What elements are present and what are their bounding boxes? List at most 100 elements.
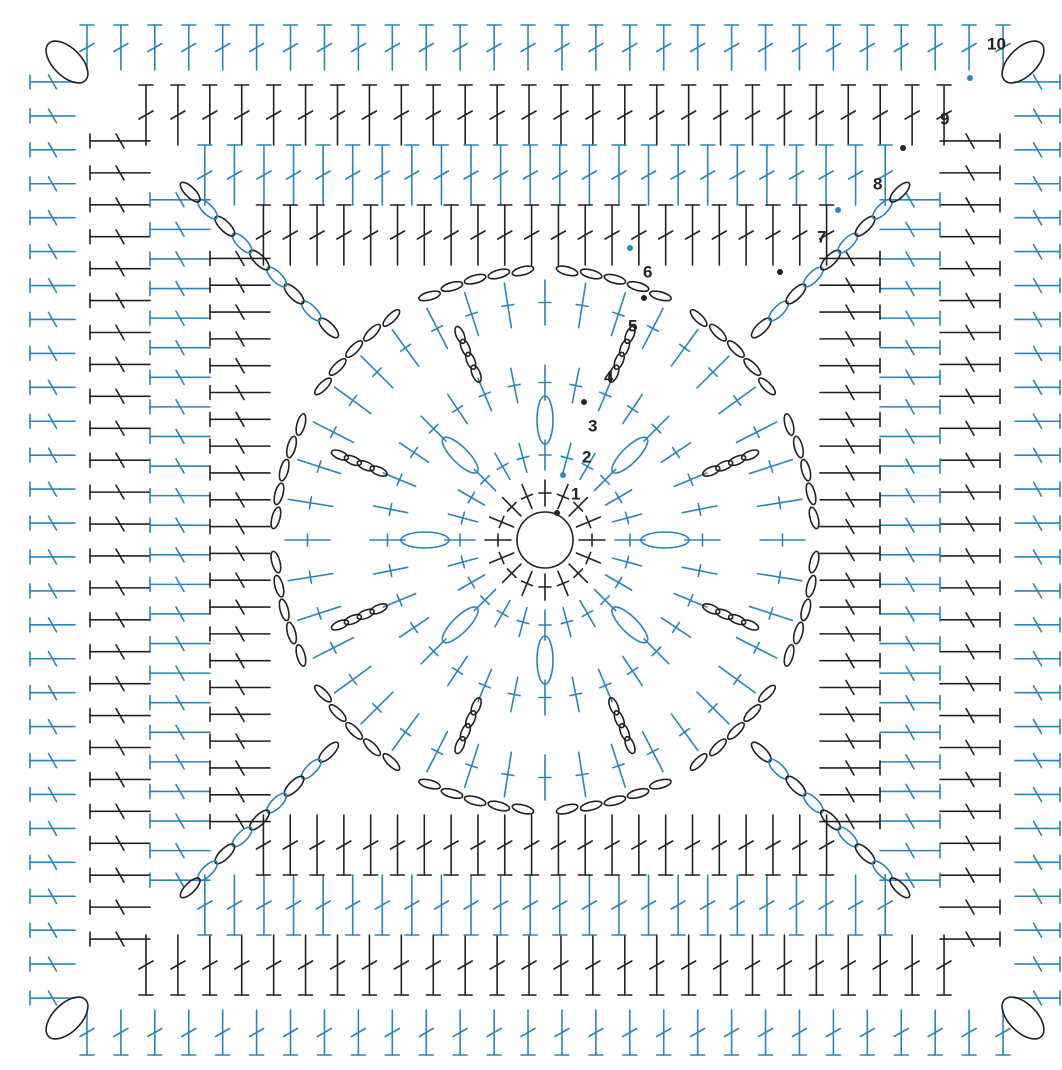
- stitch-bar: [1032, 311, 1043, 328]
- stitch-bar: [486, 1027, 502, 1038]
- stitch-bar: [791, 840, 808, 850]
- stitch-bar: [905, 872, 915, 889]
- round-label: 1: [571, 484, 580, 503]
- stitch-bar: [175, 310, 185, 326]
- stitch-bar: [416, 230, 433, 240]
- stitch-bar: [175, 339, 185, 356]
- stitch-bar: [678, 727, 691, 737]
- stitch-bar: [282, 1027, 299, 1038]
- stitch-bar: [235, 813, 245, 830]
- stitch-bar: [113, 1027, 129, 1038]
- stitch-bar: [753, 641, 761, 654]
- stitch-bar: [285, 900, 302, 910]
- chain: [231, 826, 253, 848]
- stitch-bar: [611, 763, 625, 769]
- stitch-bar: [818, 230, 835, 240]
- stitch-bar: [1032, 243, 1043, 260]
- chain: [740, 619, 760, 631]
- stitch-bar: [175, 280, 185, 297]
- stitch-bar: [47, 447, 58, 463]
- stitch-bar: [1032, 515, 1043, 531]
- stitch-bar: [680, 960, 697, 970]
- stitch-bar: [729, 170, 746, 180]
- stitch-bar: [845, 626, 855, 642]
- corner-loop: [45, 40, 89, 84]
- stitch-bar: [556, 493, 570, 500]
- chain: [273, 574, 285, 598]
- stitch-bar: [845, 491, 855, 508]
- stitch-bar: [309, 840, 325, 850]
- stitch-bar: [845, 277, 855, 294]
- stitch-bar: [699, 900, 716, 910]
- stitch-bar: [175, 606, 185, 622]
- stitch-bar: [671, 621, 681, 634]
- chain: [579, 800, 603, 812]
- stitch-bar: [847, 900, 864, 910]
- stitch-bar: [316, 1027, 333, 1038]
- stitch-bar: [845, 438, 855, 454]
- stitch-bar: [577, 230, 594, 240]
- stitch-bar: [47, 74, 58, 90]
- chain: [328, 357, 347, 377]
- stitch-bar: [845, 652, 855, 669]
- chain: [487, 800, 511, 812]
- stitch-bar: [47, 650, 58, 667]
- stitch-bar: [626, 404, 639, 414]
- chain: [248, 249, 271, 271]
- stitch-bar: [47, 583, 58, 599]
- stitch-bar: [614, 576, 623, 589]
- stitch-bar: [598, 682, 612, 689]
- stitch-bar: [965, 420, 975, 437]
- stitch-bar: [845, 331, 855, 347]
- chain: [418, 290, 442, 302]
- stitch-bar: [648, 110, 665, 120]
- round-label: 5: [628, 316, 637, 335]
- stitch-bar: [905, 546, 915, 563]
- chain: [648, 778, 672, 790]
- stitch-bar: [433, 900, 450, 910]
- stitch-bar: [115, 292, 125, 309]
- chain: [318, 741, 340, 763]
- stitch-bar: [520, 1027, 536, 1038]
- stitch-bar: [115, 197, 125, 213]
- stitch-bar: [348, 673, 358, 686]
- stitch-bar: [893, 42, 910, 53]
- stitch-bar: [1032, 413, 1043, 430]
- chain: [511, 803, 535, 815]
- stitch-bar: [409, 446, 419, 459]
- stitch-bar: [905, 280, 915, 297]
- stitch-bar: [560, 455, 574, 461]
- chain: [214, 843, 236, 865]
- stitch-bar: [348, 394, 358, 407]
- stitch-bar: [498, 551, 505, 565]
- chain: [266, 792, 288, 814]
- stitch-bar: [965, 260, 975, 277]
- chain: [727, 613, 747, 626]
- stitch-bar: [516, 455, 530, 461]
- stitch-bar: [329, 110, 346, 120]
- stitch-bar: [115, 452, 125, 468]
- stitch-bar: [521, 960, 537, 970]
- chain: [356, 608, 376, 621]
- stitch-bar: [175, 724, 185, 741]
- stitch-bar: [470, 840, 486, 850]
- stitch-bar: [1032, 583, 1043, 599]
- chain: [768, 300, 790, 322]
- chain: [708, 323, 728, 342]
- chain: [270, 550, 282, 574]
- stitch-bar: [1032, 990, 1043, 1006]
- stitch-bar: [175, 191, 185, 208]
- chain: [459, 338, 472, 358]
- stitch-bar: [175, 842, 185, 859]
- stitch-bar: [226, 900, 243, 910]
- chain: [555, 265, 579, 277]
- stitch-bar: [732, 673, 742, 686]
- chain: [278, 458, 290, 482]
- chain: [792, 621, 805, 645]
- stitch-bar: [452, 1027, 468, 1038]
- stitch-bar: [624, 511, 630, 525]
- stitch-bar: [753, 426, 761, 439]
- stitch-bar: [175, 487, 185, 504]
- stitch-bar: [905, 724, 915, 741]
- stitch-bar: [788, 900, 805, 910]
